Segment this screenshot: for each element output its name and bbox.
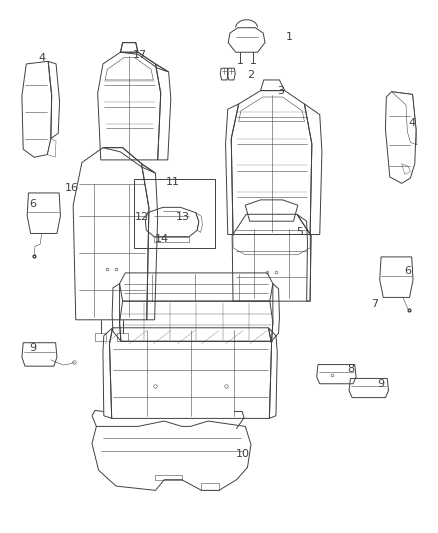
Text: 4: 4 xyxy=(38,53,45,62)
Text: 9: 9 xyxy=(29,343,36,353)
Text: 10: 10 xyxy=(236,449,250,459)
Text: 17: 17 xyxy=(133,51,147,60)
Text: 13: 13 xyxy=(176,213,190,222)
Text: 5: 5 xyxy=(297,227,304,237)
Text: 1: 1 xyxy=(286,33,293,42)
Text: 7: 7 xyxy=(371,299,378,309)
Text: 9: 9 xyxy=(378,379,385,389)
Text: 2: 2 xyxy=(247,70,254,79)
Text: 12: 12 xyxy=(135,213,149,222)
Text: 6: 6 xyxy=(404,266,411,276)
Text: 16: 16 xyxy=(65,183,79,192)
Text: 3: 3 xyxy=(277,86,284,95)
Text: 14: 14 xyxy=(155,234,169,244)
Text: 4: 4 xyxy=(408,118,415,127)
Text: 8: 8 xyxy=(347,364,354,374)
Text: 6: 6 xyxy=(29,199,36,208)
Text: 11: 11 xyxy=(166,177,180,187)
